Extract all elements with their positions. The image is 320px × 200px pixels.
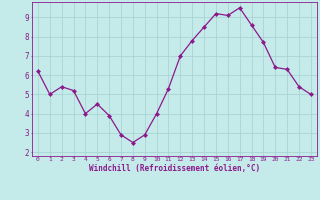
X-axis label: Windchill (Refroidissement éolien,°C): Windchill (Refroidissement éolien,°C) [89,164,260,173]
